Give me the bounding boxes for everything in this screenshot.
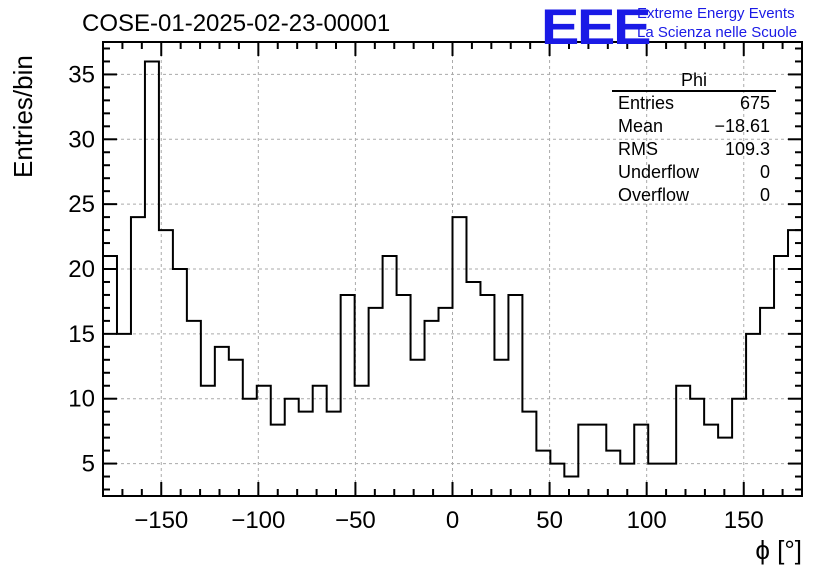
y-tick-label: 15 — [68, 321, 95, 348]
x-tick-label: 150 — [724, 507, 764, 534]
stats-value: −18.61 — [714, 116, 770, 136]
plot-title: COSE-01-2025-02-23-00001 — [82, 10, 391, 37]
logo-line-1: Extreme Energy Events — [637, 5, 795, 22]
stats-value: 675 — [739, 93, 770, 113]
histogram-step-line — [103, 60, 802, 478]
grid-lines — [103, 42, 802, 496]
stats-label: Underflow — [618, 162, 700, 182]
stats-row-rms: RMS 109.3 — [612, 138, 776, 161]
y-axis-label: Entries/bin — [8, 55, 39, 178]
stats-value: 0 — [759, 185, 770, 205]
stats-row-overflow: Overflow 0 — [612, 184, 776, 207]
x-tick-label: −50 — [335, 507, 376, 534]
eee-logo: EEE — [541, 0, 651, 55]
x-axis-label: ϕ [°] — [755, 535, 802, 565]
stats-row-entries: Entries 675 — [612, 92, 776, 115]
y-tick-label: 30 — [68, 126, 95, 153]
stats-value: 0 — [759, 162, 770, 182]
stats-title: Phi — [612, 70, 776, 92]
axis-tick-labels: −150 −100 −50 0 50 100 150 5 10 15 20 25 30 35 — [68, 61, 763, 534]
y-tick-label: 35 — [68, 61, 95, 88]
logo-text: Extreme Energy Events La Scienza nelle S… — [637, 4, 797, 42]
stats-label: RMS — [618, 139, 658, 159]
axis-ticks — [102, 42, 803, 496]
y-tick-label: 25 — [68, 191, 95, 218]
y-tick-label: 5 — [82, 451, 95, 478]
stats-row-mean: Mean −18.61 — [612, 115, 776, 138]
x-tick-label: −100 — [231, 507, 285, 534]
stats-label: Entries — [618, 93, 675, 113]
stats-row-underflow: Underflow 0 — [612, 161, 776, 184]
x-tick-label: −150 — [134, 507, 188, 534]
x-tick-label: 0 — [446, 507, 459, 534]
stats-box: Phi Entries 675 Mean −18.61 RMS 109.3 Un… — [612, 70, 776, 207]
x-tick-label: 50 — [536, 507, 563, 534]
logo-line-2: La Scienza nelle Scuole — [637, 24, 798, 41]
stats-label: Overflow — [618, 185, 690, 205]
stats-value: 109.3 — [724, 139, 770, 159]
y-axis-label-text: Entries/bin — [8, 55, 38, 178]
y-tick-label: 20 — [68, 256, 95, 283]
stats-label: Mean — [618, 116, 664, 136]
y-tick-label: 10 — [68, 386, 95, 413]
x-tick-label: 100 — [627, 507, 667, 534]
